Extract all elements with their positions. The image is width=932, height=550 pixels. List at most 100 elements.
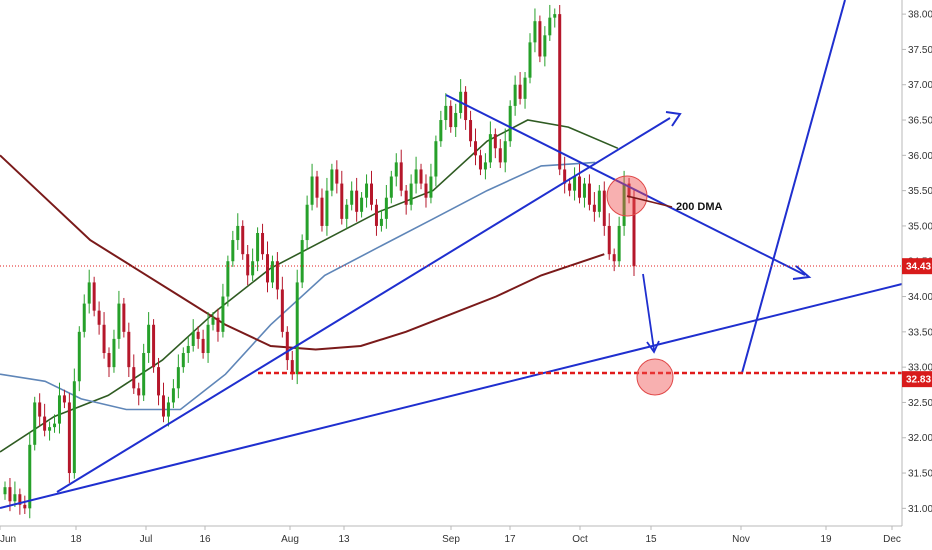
candle-body (582, 183, 586, 198)
y-tick-label: 37.50 (908, 45, 932, 56)
candle-body (48, 427, 52, 431)
candle-body (53, 423, 57, 428)
arrowhead-up-right (665, 111, 682, 127)
candle-body (503, 141, 507, 163)
x-tick-label: Sep (442, 534, 460, 545)
candle-body (23, 504, 27, 509)
candle-body (508, 105, 512, 142)
x-tick-label: 19 (820, 534, 832, 545)
candle-body (607, 225, 611, 255)
candle-body (290, 360, 294, 375)
candle-body (384, 197, 388, 219)
candle-body (3, 487, 7, 495)
candle-body (181, 353, 185, 368)
y-tick-label: 32.50 (908, 398, 932, 409)
price-tag-label: 34.43 (906, 262, 931, 273)
candle-body (275, 261, 279, 290)
candle-body (196, 331, 200, 339)
candle-body (543, 35, 547, 57)
candle-body (488, 134, 492, 163)
candle-body (82, 303, 86, 332)
candle-body (122, 303, 126, 332)
candle-body (454, 112, 458, 128)
x-tick-label: 13 (338, 534, 350, 545)
candle-body (107, 353, 111, 368)
candle-body (142, 353, 146, 396)
price-tag-box (902, 371, 932, 388)
candle-body (38, 402, 42, 417)
candle-body (166, 402, 170, 417)
candle-body (563, 169, 567, 184)
y-tick-label: 35.00 (908, 221, 932, 232)
dma-callout-line (626, 195, 673, 208)
candle-body (612, 254, 616, 262)
arrowhead-down (646, 340, 660, 354)
falling-resistance-arrow (445, 94, 806, 276)
candle-body (558, 14, 562, 170)
candle-body (201, 338, 205, 354)
x-tick-label: Jun (0, 534, 16, 545)
candle-body (483, 162, 487, 170)
rising-trendline-arrow (56, 117, 671, 493)
candle-body (236, 225, 240, 241)
candle-body (127, 331, 131, 368)
candle-body (419, 169, 423, 184)
ma100-line (0, 161, 596, 411)
candle-body (469, 120, 473, 142)
rally-projection-line (741, 0, 846, 374)
y-tick-label: 31.00 (908, 504, 932, 515)
trendlines (0, 0, 903, 509)
candle-body (112, 338, 116, 368)
candle-body (13, 494, 17, 502)
y-tick-label: 37.00 (908, 80, 932, 91)
candle-body (478, 155, 482, 170)
candle-body (409, 183, 413, 205)
candle-body (132, 367, 136, 389)
candle-body (77, 331, 81, 382)
candle-body (399, 162, 403, 191)
y-tick-label: 33.50 (908, 327, 932, 338)
candle-body (33, 402, 37, 445)
candle-body (335, 169, 339, 184)
x-tick-label: 16 (199, 534, 211, 545)
candle-body (498, 148, 502, 163)
candle-body (211, 317, 215, 325)
y-tick-label: 33.00 (908, 363, 932, 374)
candle-body (439, 120, 443, 142)
ma50-line (0, 119, 619, 453)
candle-body (315, 176, 319, 198)
candle-body (57, 395, 61, 424)
candle-body (578, 176, 582, 198)
y-axis: 31.0031.5032.0032.5033.0033.5034.0034.50… (902, 10, 932, 515)
candle-body (602, 190, 606, 226)
candle-body (350, 190, 354, 205)
candle-body (518, 84, 522, 99)
candle-body (62, 395, 66, 403)
price-tag-label: 32.83 (906, 375, 931, 386)
candle-body (493, 134, 497, 149)
y-tick-label: 36.00 (908, 151, 932, 162)
candle-body (528, 42, 532, 78)
candlesticks (3, 4, 636, 519)
x-tick-label: 17 (504, 534, 516, 545)
x-tick-label: Jul (140, 534, 153, 545)
candle-body (523, 77, 527, 99)
x-tick-label: 15 (645, 534, 657, 545)
candle-body (28, 444, 32, 509)
candle-body (330, 169, 334, 191)
candle-body (295, 282, 299, 375)
candle-body (325, 190, 329, 226)
candle-body (87, 282, 91, 304)
candle-body (587, 183, 591, 205)
candle-body (622, 183, 626, 226)
candle-body (137, 388, 141, 396)
candle-body (345, 204, 349, 219)
candle-body (533, 21, 537, 43)
candle-body (370, 183, 374, 205)
candle-body (404, 190, 408, 205)
candle-body (627, 183, 631, 198)
price-tag-box (902, 258, 932, 275)
drop-projection-arrow (642, 273, 655, 351)
candle-body (360, 197, 364, 212)
